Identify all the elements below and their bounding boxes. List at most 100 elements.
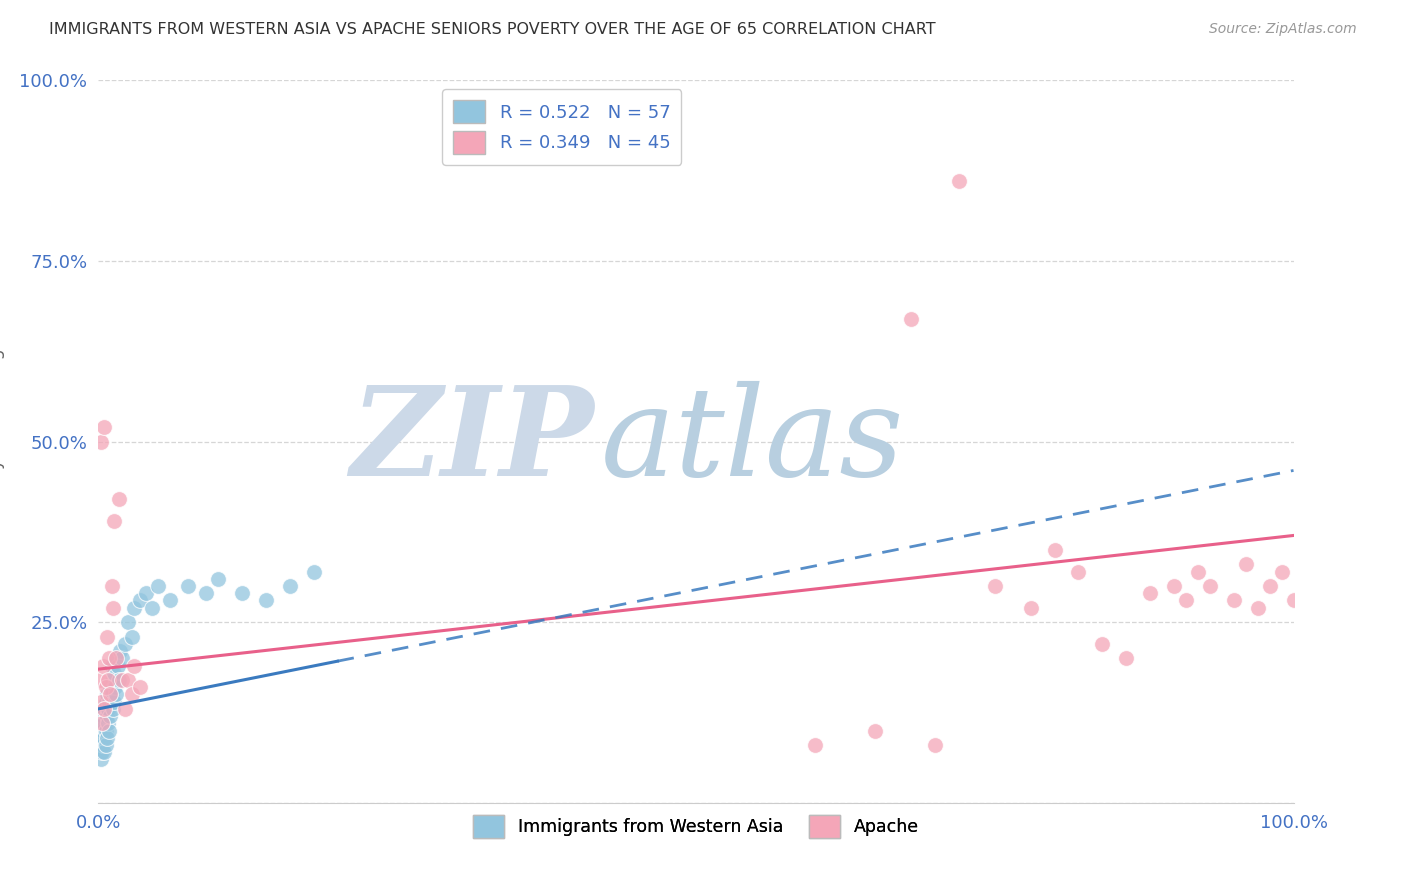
Point	[117, 615, 139, 630]
Text: ZIP: ZIP	[350, 381, 595, 502]
Point	[1187, 565, 1209, 579]
Point	[1258, 579, 1281, 593]
Point	[121, 630, 143, 644]
Point	[103, 514, 125, 528]
Point	[141, 600, 163, 615]
Point	[94, 723, 117, 738]
Point	[254, 593, 277, 607]
Point	[107, 492, 129, 507]
Point	[1234, 558, 1257, 572]
Point	[98, 680, 122, 694]
Point	[148, 579, 170, 593]
Point	[1019, 600, 1042, 615]
Point	[1115, 651, 1137, 665]
Point	[105, 651, 128, 665]
Point	[111, 651, 134, 665]
Point	[91, 709, 114, 723]
Point	[90, 738, 112, 752]
Point	[93, 731, 115, 745]
Point	[114, 637, 136, 651]
Point	[1139, 586, 1161, 600]
Point	[91, 745, 114, 759]
Point	[124, 600, 146, 615]
Point	[129, 593, 152, 607]
Point	[94, 695, 117, 709]
Text: Source: ZipAtlas.com: Source: ZipAtlas.com	[1209, 22, 1357, 37]
Point	[97, 702, 120, 716]
Point	[91, 731, 114, 745]
Legend: Immigrants from Western Asia, Apache: Immigrants from Western Asia, Apache	[465, 808, 927, 845]
Point	[105, 687, 128, 701]
Point	[91, 723, 114, 738]
Point	[1163, 579, 1185, 593]
Point	[93, 702, 115, 716]
Point	[89, 673, 111, 687]
Point	[107, 658, 129, 673]
Point	[195, 586, 218, 600]
Point	[103, 665, 125, 680]
Point	[1271, 565, 1294, 579]
Point	[302, 565, 325, 579]
Point	[111, 673, 134, 687]
Point	[177, 579, 200, 593]
Point	[1175, 593, 1198, 607]
Point	[1043, 542, 1066, 557]
Point	[90, 709, 112, 723]
Point	[98, 687, 122, 701]
Point	[1247, 600, 1270, 615]
Point	[93, 745, 115, 759]
Point	[93, 702, 115, 716]
Point	[90, 695, 112, 709]
Point	[89, 723, 111, 738]
Point	[101, 702, 124, 716]
Point	[96, 630, 118, 644]
Point	[804, 738, 827, 752]
Point	[1223, 593, 1246, 607]
Point	[100, 658, 122, 673]
Point	[100, 579, 122, 593]
Point	[948, 174, 970, 188]
Point	[93, 420, 115, 434]
Text: atlas: atlas	[600, 381, 904, 502]
Point	[1282, 593, 1305, 607]
Point	[114, 702, 136, 716]
Point	[94, 680, 117, 694]
Point	[231, 586, 253, 600]
Point	[207, 572, 229, 586]
Point	[96, 731, 118, 745]
Point	[121, 687, 143, 701]
Point	[90, 752, 112, 766]
Point	[984, 579, 1007, 593]
Y-axis label: Seniors Poverty Over the Age of 65: Seniors Poverty Over the Age of 65	[0, 288, 6, 595]
Point	[100, 687, 122, 701]
Point	[129, 680, 152, 694]
Point	[159, 593, 181, 607]
Point	[97, 673, 120, 687]
Point	[104, 680, 127, 694]
Point	[117, 673, 139, 687]
Point	[91, 738, 114, 752]
Point	[105, 651, 128, 665]
Point	[91, 716, 114, 731]
Point	[91, 658, 114, 673]
Point	[96, 687, 118, 701]
Point	[924, 738, 946, 752]
Point	[98, 709, 122, 723]
Point	[124, 658, 146, 673]
Point	[94, 738, 117, 752]
Point	[107, 673, 129, 687]
Point	[91, 702, 114, 716]
Point	[1199, 579, 1222, 593]
Point	[97, 716, 120, 731]
Point	[108, 644, 131, 658]
Point	[89, 745, 111, 759]
Point	[865, 723, 887, 738]
Point	[96, 709, 118, 723]
Point	[98, 651, 121, 665]
Point	[900, 311, 922, 326]
Point	[1067, 565, 1090, 579]
Point	[103, 695, 125, 709]
Point	[135, 586, 157, 600]
Point	[91, 716, 114, 731]
Point	[93, 716, 115, 731]
